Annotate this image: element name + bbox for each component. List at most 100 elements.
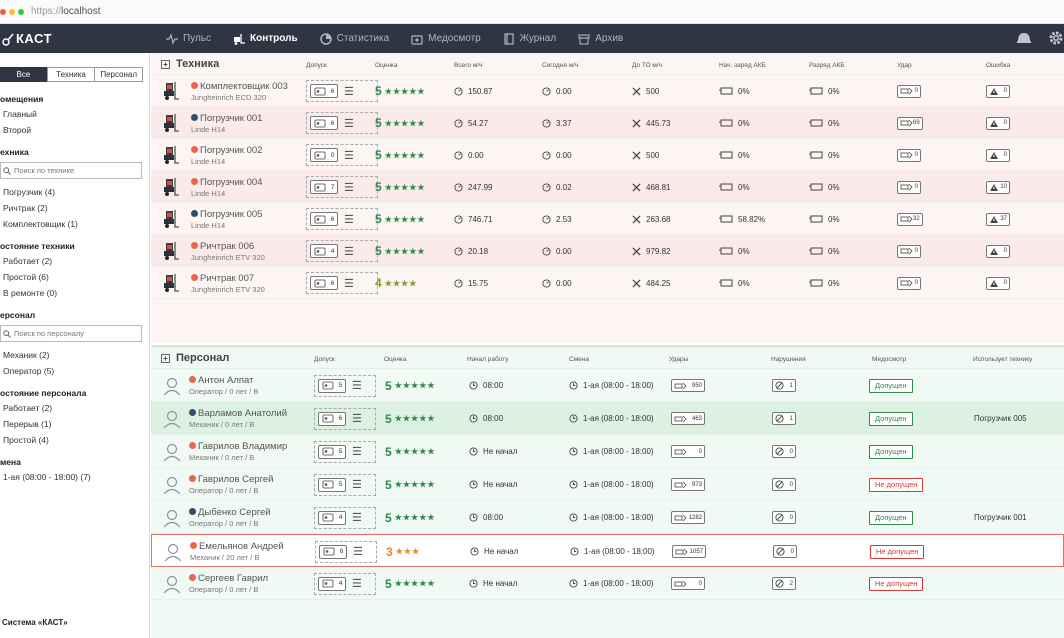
uses-vehicle[interactable]: Погрузчик 005 xyxy=(974,414,1027,423)
menu-icon[interactable]: ☰ xyxy=(344,245,354,258)
tech-row[interactable]: Погрузчик 001 Linde H14 6 ☰ 5 ★★★★★ 54.27 3… xyxy=(151,107,1064,139)
menu-icon[interactable]: ☰ xyxy=(352,380,362,392)
staff-row[interactable]: Сергеев Гаврил Оператор / 0 лет / В 4 ☰ 5 ★… xyxy=(151,567,1064,600)
staff-col-header[interactable]: Начал работу xyxy=(467,356,509,363)
staff-state-filter-item[interactable]: Работает (2) xyxy=(3,403,53,413)
permit-cell[interactable]: 0 ☰ xyxy=(306,144,378,166)
maximize-dot-icon[interactable] xyxy=(18,8,24,15)
medcheck-status[interactable]: Допущен xyxy=(869,444,913,459)
tech-col-header[interactable]: Сегодня м/ч xyxy=(542,62,579,69)
staff-name[interactable]: Сергеев Гаврил xyxy=(189,573,268,584)
permit-cell[interactable]: 6 ☰ xyxy=(306,208,378,230)
staff-role-filter-item[interactable]: Механик (2) xyxy=(3,350,50,360)
tech-row[interactable]: Комплектовщик 003 Jungheinrich ECD 320 6 ☰… xyxy=(151,75,1064,107)
tech-type-filter-item[interactable]: Ричтрак (2) xyxy=(3,203,48,213)
menu-icon[interactable]: ☰ xyxy=(344,277,354,290)
menu-icon[interactable]: ☰ xyxy=(352,512,362,524)
hit-badge[interactable]: 0 xyxy=(897,244,921,258)
menu-icon[interactable]: ☰ xyxy=(344,181,354,194)
hits-badge[interactable]: 1057 xyxy=(672,545,706,558)
error-badge[interactable]: 10 xyxy=(986,180,1010,194)
tech-row[interactable]: Погрузчик 002 Linde H14 0 ☰ 5 ★★★★★ 0.00 0.… xyxy=(151,139,1064,171)
tech-state-filter-item[interactable]: Простой (6) xyxy=(3,272,49,282)
error-badge[interactable]: 37 xyxy=(986,212,1010,226)
tech-col-header[interactable]: Удар xyxy=(897,62,912,69)
medcheck-status[interactable]: Допущен xyxy=(869,510,913,525)
permit-cell[interactable]: 6 ☰ xyxy=(315,540,377,563)
menu-icon[interactable]: ☰ xyxy=(344,149,354,162)
violations-badge[interactable]: 0 xyxy=(772,478,796,491)
violations-badge[interactable]: 0 xyxy=(772,511,796,524)
violations-badge[interactable]: 0 xyxy=(773,545,797,558)
staff-row[interactable]: Антон Алпат Оператор / 0 лет / В 5 ☰ 5 ★★★★… xyxy=(151,369,1064,402)
hits-badge[interactable]: 1282 xyxy=(671,511,705,524)
nav-pulse[interactable]: Пульс xyxy=(166,32,211,45)
staff-name[interactable]: Емельянов Андрей xyxy=(190,541,284,552)
staff-role-filter-item[interactable]: Оператор (5) xyxy=(3,366,55,376)
staff-name[interactable]: Гаврилов Сергей xyxy=(189,474,273,485)
staff-search-input[interactable]: Поиск по персоналу xyxy=(0,325,142,342)
tab-staff[interactable]: Персонал xyxy=(94,67,144,82)
nav-book[interactable]: Журнал xyxy=(503,32,556,45)
menu-icon[interactable]: ☰ xyxy=(352,413,362,425)
tech-name[interactable]: Погрузчик 002 xyxy=(191,145,262,156)
tech-state-filter-item[interactable]: В ремонте (0) xyxy=(3,288,58,298)
staff-name[interactable]: Гаврилов Владимир xyxy=(189,441,287,452)
staff-section-title[interactable]: + Персонал xyxy=(161,352,229,364)
permit-cell[interactable]: 6 ☰ xyxy=(314,407,376,430)
shift-filter-item[interactable]: 1-ая (08:00 - 18:00) (7) xyxy=(3,472,91,482)
tech-col-header[interactable]: Всего м/ч xyxy=(454,62,483,69)
uses-vehicle[interactable]: Погрузчик 001 xyxy=(974,513,1027,522)
staff-col-header[interactable]: Удары xyxy=(669,356,689,363)
hit-badge[interactable]: 0 xyxy=(897,148,921,162)
menu-icon[interactable]: ☰ xyxy=(352,479,362,491)
permit-cell[interactable]: 4 ☰ xyxy=(314,572,376,595)
menu-icon[interactable]: ☰ xyxy=(344,117,354,130)
violations-badge[interactable]: 0 xyxy=(772,445,796,458)
permit-cell[interactable]: 5 ☰ xyxy=(314,440,376,463)
violations-badge[interactable]: 1 xyxy=(772,379,796,392)
permit-cell[interactable]: 4 ☰ xyxy=(314,506,376,529)
staff-col-header[interactable]: Нарушения xyxy=(771,356,806,363)
nav-chart[interactable]: Статистика xyxy=(319,32,389,45)
tech-col-header[interactable]: Оценка xyxy=(375,62,398,69)
tech-col-header[interactable]: Допуск xyxy=(306,62,327,69)
error-badge[interactable]: 0 xyxy=(986,244,1010,258)
tech-state-filter-item[interactable]: Работает (2) xyxy=(3,256,53,266)
staff-col-header[interactable]: Использует технику xyxy=(973,356,1033,363)
nav-medkit[interactable]: Медосмотр xyxy=(411,33,481,45)
logo[interactable]: КАСТ xyxy=(0,31,150,46)
staff-col-header[interactable]: Смена xyxy=(569,356,589,363)
medcheck-status[interactable]: Не допущен xyxy=(870,544,925,559)
tech-col-header[interactable]: Ошибка xyxy=(986,62,1011,69)
menu-icon[interactable]: ☰ xyxy=(352,446,362,458)
hit-badge[interactable]: 0 xyxy=(897,180,921,194)
staff-name[interactable]: Варламов Анатолий xyxy=(189,408,287,419)
tech-row[interactable]: Ричтрак 006 Jungheinrich ETV 320 4 ☰ 5 ★★★★… xyxy=(151,235,1064,267)
tech-type-filter-item[interactable]: Комплектовщик (1) xyxy=(3,219,78,229)
nav-archive[interactable]: Архив xyxy=(578,33,623,45)
error-badge[interactable]: 0 xyxy=(986,276,1010,290)
helmet-icon[interactable] xyxy=(1016,30,1032,46)
staff-row[interactable]: Варламов Анатолий Механик / 0 лет / В 6 ☰ … xyxy=(151,402,1064,435)
hit-badge[interactable]: 0 xyxy=(897,84,921,98)
tab-tech[interactable]: Техника xyxy=(46,67,96,82)
hits-badge[interactable]: 950 xyxy=(671,379,705,392)
tech-name[interactable]: Комплектовщик 003 xyxy=(191,81,288,92)
tech-name[interactable]: Погрузчик 005 xyxy=(191,209,262,220)
permit-cell[interactable]: 5 ☰ xyxy=(314,473,376,496)
address-bar[interactable]: https://localhost xyxy=(31,6,101,17)
tab-all[interactable]: Все xyxy=(0,67,48,82)
tech-col-header[interactable]: До ТО м/ч xyxy=(632,62,663,69)
hits-badge[interactable]: 463 xyxy=(671,412,705,425)
menu-icon[interactable]: ☰ xyxy=(352,578,362,590)
menu-icon[interactable]: ☰ xyxy=(353,546,363,558)
close-dot-icon[interactable] xyxy=(0,8,6,15)
staff-name[interactable]: Антон Алпат xyxy=(189,375,258,386)
staff-col-header[interactable]: Медосмотр xyxy=(872,356,907,363)
error-badge[interactable]: 0 xyxy=(986,84,1010,98)
staff-row[interactable]: Гаврилов Сергей Оператор / 0 лет / В 5 ☰ 5… xyxy=(151,468,1064,501)
tech-col-header[interactable]: Разряд АКБ xyxy=(809,62,845,69)
permit-cell[interactable]: 6 ☰ xyxy=(306,112,378,134)
hit-badge[interactable]: 32 xyxy=(897,212,923,226)
